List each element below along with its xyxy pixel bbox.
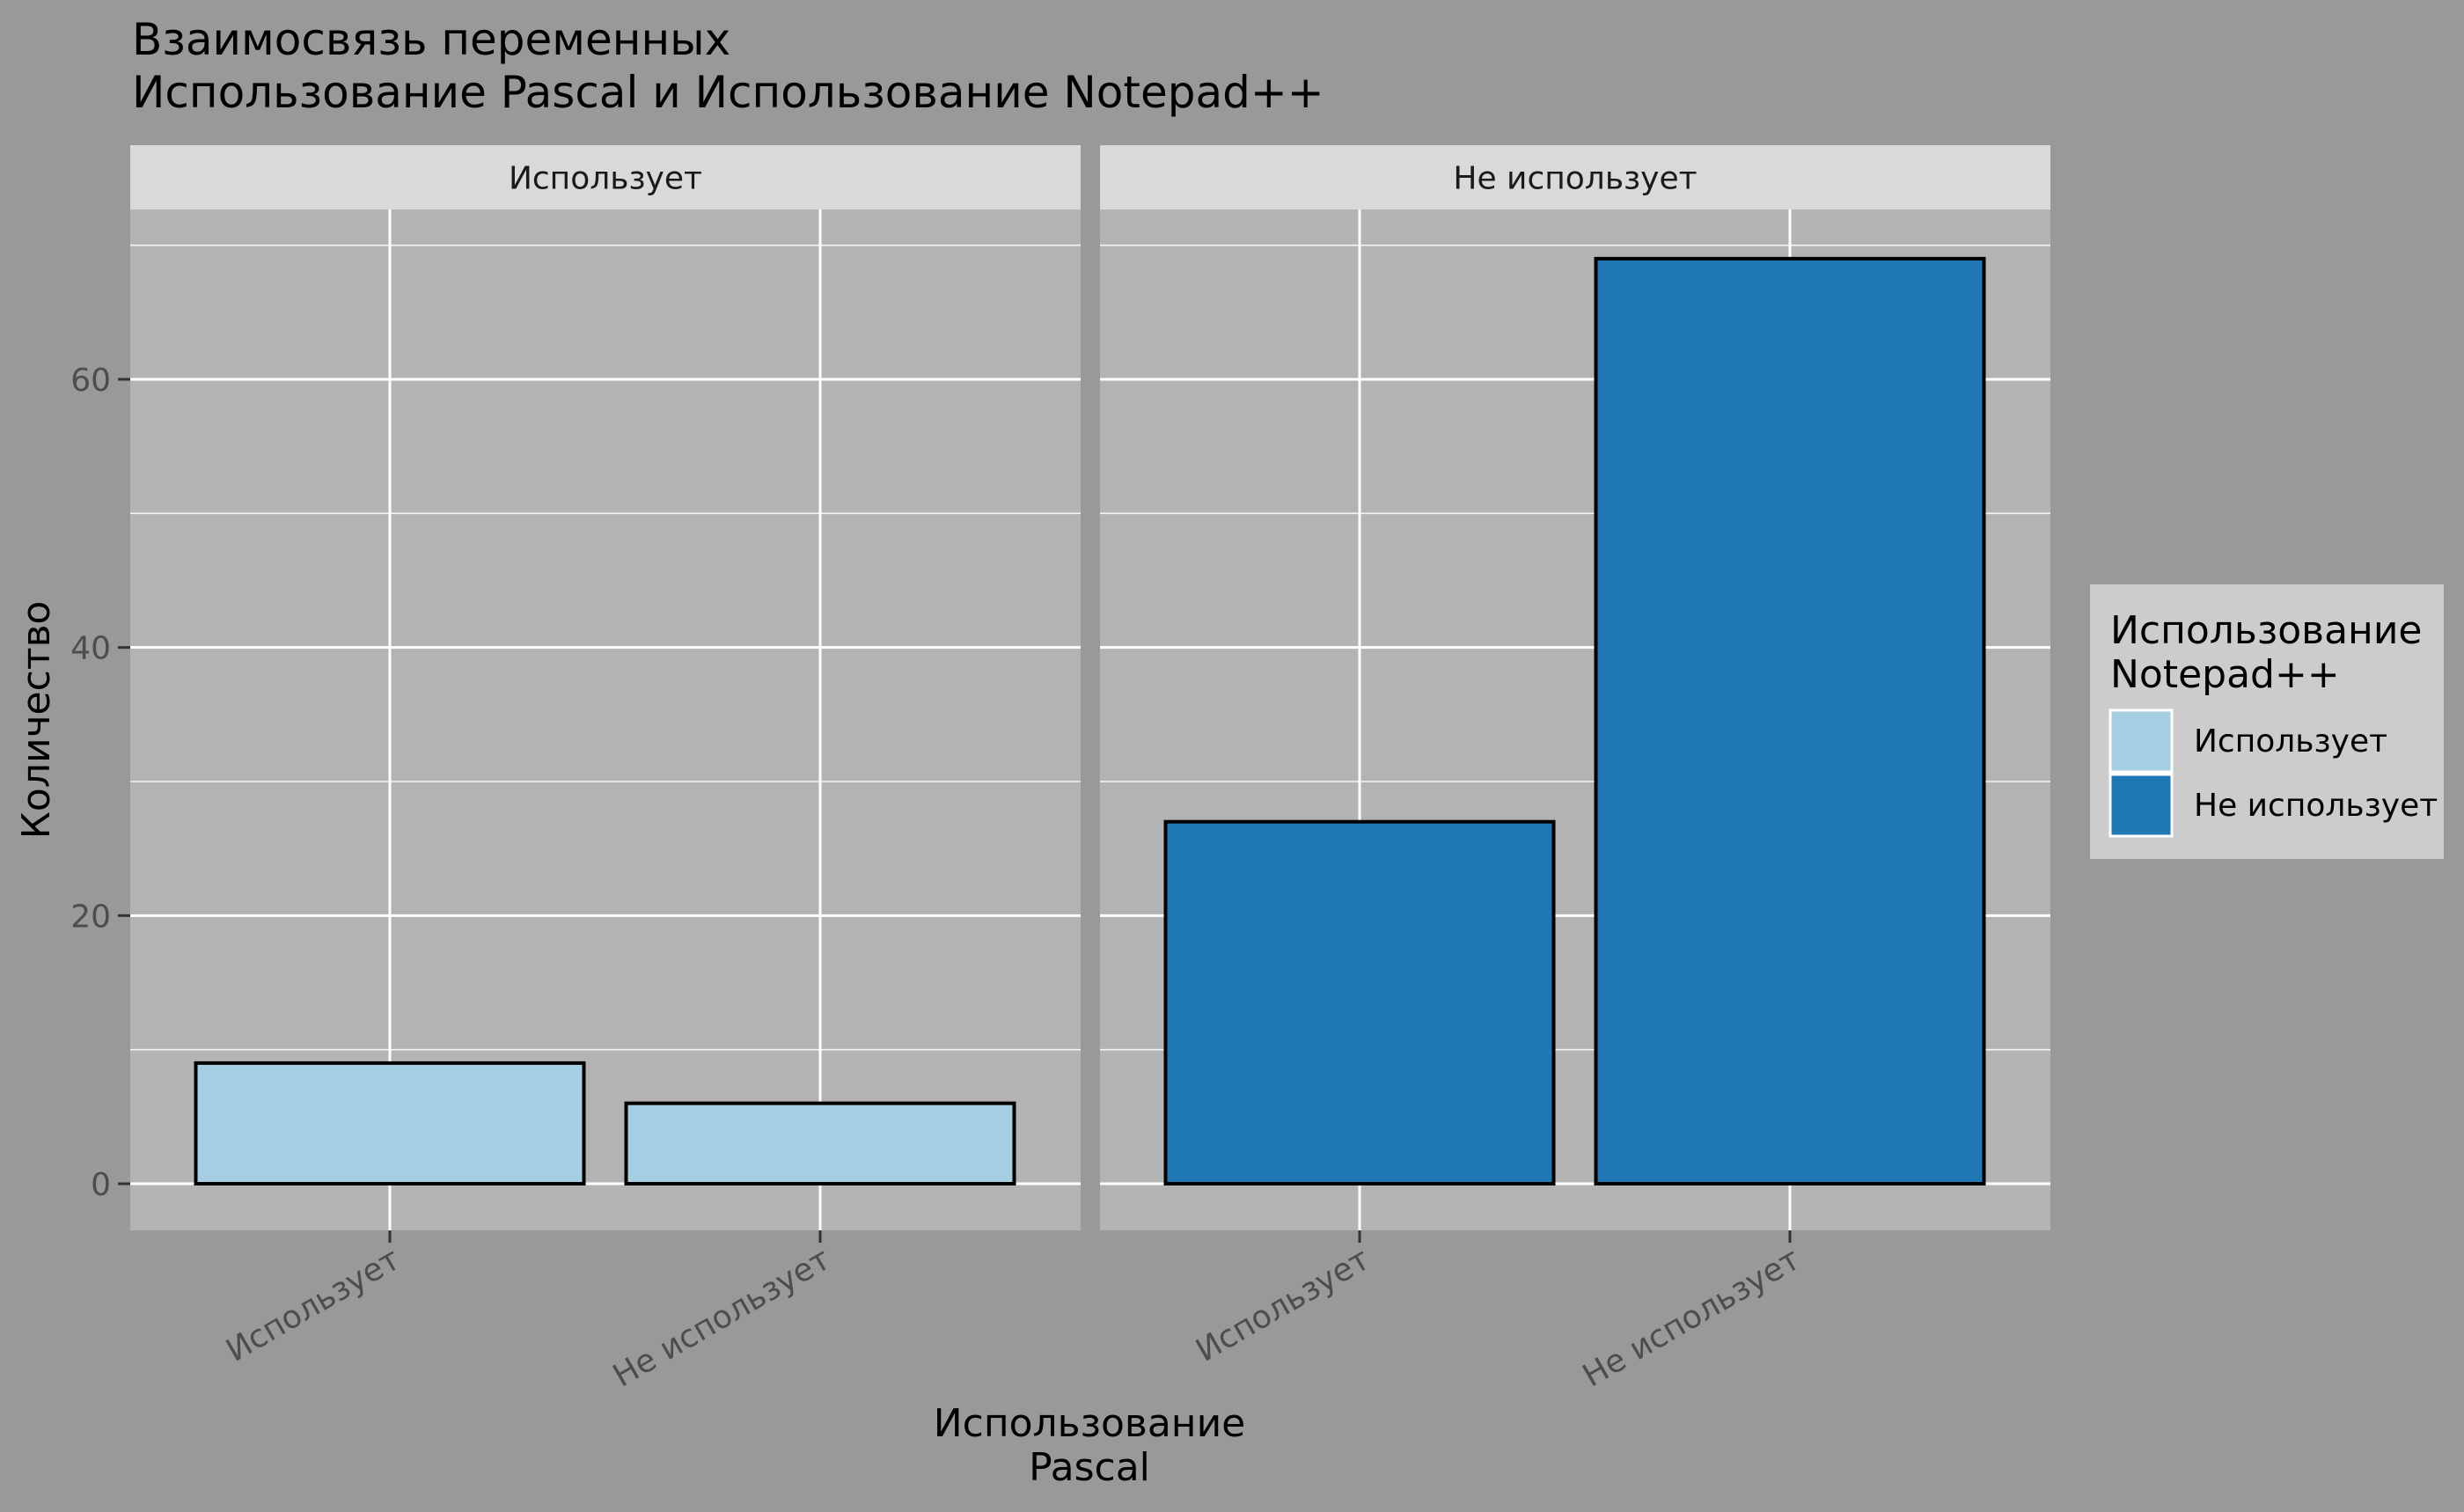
legend-title: Использование: [2110, 608, 2423, 653]
facet-panels: Использует Не использует: [130, 145, 2050, 1230]
y-tick-label: 0: [91, 1167, 111, 1203]
legend-label: Использует: [2194, 723, 2387, 760]
y-tick-label: 60: [70, 363, 111, 399]
facet-panel: Использует: [130, 145, 1081, 1230]
chart-title-line: Взаимосвязь переменных: [132, 14, 730, 65]
chart-title-line: Использование Pascal и Использование Not…: [132, 67, 1324, 118]
facet-strip-label: Использует: [509, 161, 702, 197]
x-axis-title: Pascal: [1029, 1445, 1150, 1490]
bar: [624, 1101, 1016, 1185]
bar: [1594, 256, 1986, 1185]
y-axis-title: Количество: [14, 601, 59, 840]
facet-strip: [130, 145, 1081, 209]
facet-panel: Не использует: [1100, 145, 2050, 1230]
bar: [1163, 819, 1556, 1185]
facet-strip: [1100, 145, 2050, 209]
chart-title: Взаимосвязь переменных Использование Pas…: [132, 14, 1324, 118]
bar: [194, 1061, 586, 1186]
y-tick-label: 40: [70, 631, 111, 667]
legend-label: Не использует: [2194, 788, 2438, 824]
x-axis-title: Использование: [934, 1401, 1246, 1446]
legend-title: Notepad++: [2110, 652, 2340, 697]
legend-key: [2108, 708, 2174, 774]
facet-strip-label: Не использует: [1453, 161, 1697, 197]
y-tick-label: 20: [70, 899, 111, 935]
legend-key: [2108, 773, 2174, 838]
